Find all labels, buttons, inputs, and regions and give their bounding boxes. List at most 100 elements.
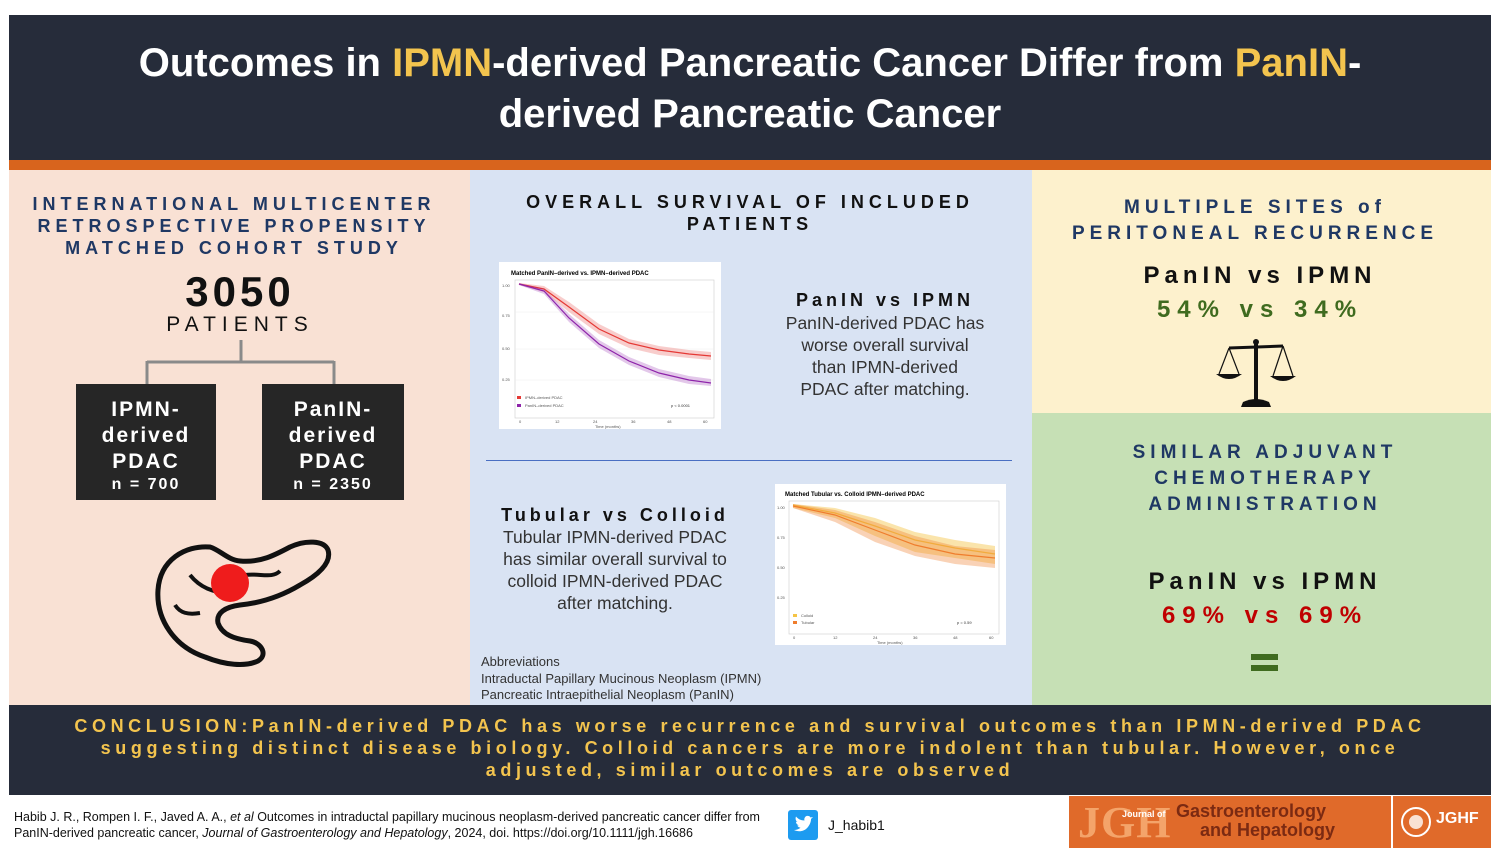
journal-name-line-1: Gastroenterology [1176,801,1327,821]
recurrence-heading: MULTIPLE SITES of PERITONEAL RECURRENCE [1038,195,1472,247]
balance-scale-icon [1216,339,1296,407]
abbreviation-panin: Pancreatic Intraepithelial Neoplasm (Pan… [481,687,734,702]
plot2-xtick-2: 12 [833,635,838,640]
plot1-title: Matched PanIN–derived vs. IPMN–derived P… [511,271,649,277]
study-line-2: RETROSPECTIVE PROPENSITY [37,216,431,236]
page-title: Outcomes in IPMN-derived Pancreatic Canc… [40,38,1460,140]
plot1-pvalue: p < 0.0001 [671,403,691,408]
panin-box-line-2: derived [288,424,378,447]
recurrence-heading-line-2: PERITONEAL RECURRENCE [1071,223,1439,244]
plot1-xtick-1: 0 [519,419,522,424]
ipmn-count: n = 700 [111,476,181,493]
plot1-xtick-5: 48 [667,419,672,424]
plot2-ytick-1: 1.00 [777,505,786,510]
chemotherapy-comparison: PanIN vs IPMN [1148,568,1382,595]
plot1-xlabel: Time (months) [595,424,621,429]
comparison2-line-4: after matching. [557,593,673,613]
plot1-ytick-4: 0.25 [502,377,511,382]
citation: Habib J. R., Rompen I. F., Javed A. A., … [14,809,784,841]
comparison1-text: PanIN-derived PDAC has worse overall sur… [760,312,1010,400]
twitter-bird-icon[interactable] [788,810,818,840]
plot2-xtick-6: 60 [989,635,994,640]
plot1-ytick-1: 1.00 [502,283,511,288]
title-highlight-panin: PanIN [1234,41,1348,85]
plot1-xtick-4: 36 [631,419,636,424]
plot1-ytick-2: 0.75 [502,313,511,318]
citation-title: Outcomes in intraductal papillary mucino… [14,810,760,840]
title-text-1: Outcomes in [138,41,393,85]
plot2-ytick-3: 0.50 [777,565,786,570]
recurrence-panel [1032,170,1491,413]
title-highlight-ipmn: IPMN [392,41,493,85]
panin-count: n = 2350 [293,476,373,493]
plot2-xlabel: Time (months) [877,640,903,645]
comparison2-line-2: has similar overall survival to [503,549,727,569]
plot1-xtick-6: 60 [703,419,708,424]
jgh-logo-letters: JGH [1078,798,1172,847]
plot1-grid [515,311,714,381]
chemotherapy-values: 69% vs 69% [1161,602,1369,629]
plot2-ytick-2: 0.75 [777,535,786,540]
journal-name-line-2: and Hepatology [1200,820,1336,840]
conclusion-text: CONCLUSION:PanIN-derived PDAC has worse … [40,715,1460,781]
equals-icon [1251,654,1278,671]
title-text-2: -derived Pancreatic Cancer Differ from [492,41,1235,85]
comparison2-line-1: Tubular IPMN-derived PDAC [502,527,727,547]
comparison1-line-1: PanIN-derived PDAC has [785,313,985,333]
abbreviations-title: Abbreviations [481,654,560,669]
plot2-title: Matched Tubular vs. Colloid IPMN–derived… [785,492,925,498]
jghf-logo-text: JGHF [1436,810,1479,827]
plot1-xtick-3: 24 [593,419,598,424]
abbreviations: Abbreviations Intraductal Papillary Muci… [481,654,901,704]
chemotherapy-heading-line-3: ADMINISTRATION [1148,494,1382,515]
panin-box-line-1: PanIN- [293,398,373,421]
study-design-heading: INTERNATIONAL MULTICENTER RETROSPECTIVE … [14,193,454,259]
accent-divider [9,160,1491,170]
plot1-legend-2: PanIN–derived PDAC [525,403,564,408]
plot2-xtick-5: 48 [953,635,958,640]
abbreviation-ipmn: Intraductal Papillary Mucinous Neoplasm … [481,670,762,686]
ipmn-cohort-box: IPMN- derived PDAC n = 700 [76,384,216,500]
cohort-split-connector [145,340,336,386]
km-plot-tubular-vs-colloid: Matched Tubular vs. Colloid IPMN–derived… [775,484,1006,645]
comparison1-heading: PanIN vs IPMN [795,290,975,310]
chemotherapy-heading-line-1: SIMILAR ADJUVANT [1132,442,1398,463]
conclusion-line-3: adjusted, similar outcomes are observed [485,760,1015,780]
jghf-emblem-icon [1401,807,1431,837]
twitter-handle[interactable]: J_habib1 [828,817,885,833]
ipmn-box-line-3: PDAC [112,450,180,473]
panin-box-line-3: PDAC [299,450,367,473]
plot2-ytick-4: 0.25 [777,595,786,600]
jgh-journal-logo [1069,796,1391,848]
plot1-ytick-3: 0.50 [502,346,511,351]
conclusion-line-1: CONCLUSION:PanIN-derived PDAC has worse … [74,716,1426,736]
plot2-xtick-1: 0 [793,635,796,640]
ipmn-box-line-1: IPMN- [111,398,181,421]
pancreas-tumor-icon [155,539,332,667]
title-text-3: - [1347,41,1362,85]
citation-journal: Journal of Gastroenterology and Hepatolo… [202,826,448,840]
plot2-xtick-4: 36 [913,635,918,640]
citation-doi: , 2024, doi. https://doi.org/10.1111/jgh… [447,826,693,840]
chemotherapy-heading: SIMILAR ADJUVANT CHEMOTHERAPY ADMINISTRA… [1038,440,1492,518]
recurrence-comparison: PanIN vs IPMN [1143,262,1377,289]
plot1-xtick-2: 12 [555,419,560,424]
patient-label: PATIENTS [166,313,314,336]
ipmn-box-line-2: derived [101,424,191,447]
comparison1-line-2: worse overall survival [801,335,969,355]
survival-heading-line-1: OVERALL SURVIVAL OF INCLUDED [526,192,974,212]
conclusion-line-2: suggesting distinct disease biology. Col… [100,738,1400,758]
citation-authors: Habib J. R., Rompen I. F., Javed A. A., [14,810,231,824]
recurrence-values: 54% vs 34% [1156,296,1364,323]
plot2-xtick-3: 24 [873,635,878,640]
km-plot-panin-vs-ipmn: Matched PanIN–derived vs. IPMN–derived P… [499,262,721,429]
chemotherapy-heading-line-2: CHEMOTHERAPY [1154,468,1376,489]
comparison2-text: Tubular IPMN-derived PDAC has similar ov… [480,526,750,614]
study-line-1: INTERNATIONAL MULTICENTER [32,194,436,214]
comparison1-line-4: PDAC after matching. [800,379,970,399]
panel-divider [486,460,1012,461]
plot1-legend-1: IPMN–derived PDAC [525,395,563,400]
plot2-pvalue: p = 0.59 [957,620,972,625]
conclusion-banner [9,705,1491,795]
journal-name: Gastroenterology and Hepatology [1176,802,1386,840]
